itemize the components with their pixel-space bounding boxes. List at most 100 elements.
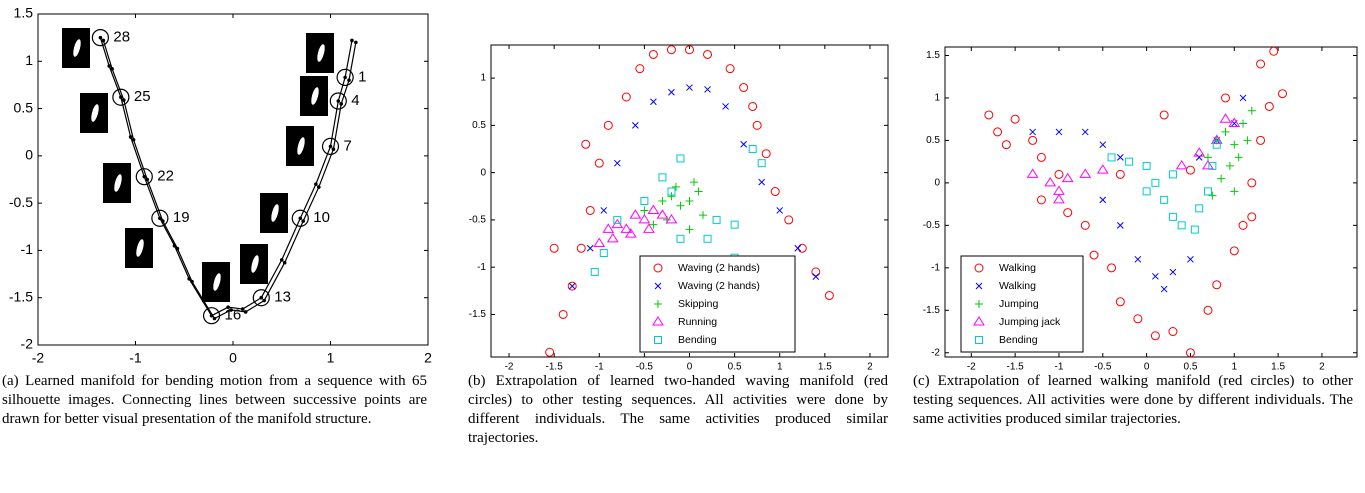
- y-tick-label: 0.5: [14, 99, 34, 115]
- point: [1142, 161, 1151, 170]
- point: [576, 243, 586, 253]
- x-tick-label: 0: [229, 350, 237, 366]
- point: [658, 197, 667, 205]
- point: [1185, 165, 1195, 175]
- point: [794, 244, 802, 252]
- point: [685, 45, 694, 55]
- point: [676, 154, 685, 163]
- point: [145, 177, 149, 182]
- point: [1175, 159, 1188, 170]
- annotation-label: 1: [358, 68, 366, 85]
- point: [301, 219, 306, 223]
- x-tick-label: 0.5: [728, 362, 742, 370]
- point: [690, 178, 699, 187]
- point: [1115, 297, 1125, 307]
- point: [761, 149, 771, 159]
- point: [1219, 113, 1232, 123]
- x-tick-label: 2: [424, 350, 432, 366]
- point: [686, 84, 693, 91]
- point: [740, 140, 747, 148]
- x-tick-label: 1.5: [818, 362, 832, 370]
- y-tick-label: -2: [21, 336, 34, 352]
- point: [1247, 178, 1257, 188]
- point: [1099, 141, 1107, 149]
- legend-label: Jumping: [999, 298, 1039, 310]
- point: [649, 220, 658, 229]
- point: [685, 225, 694, 234]
- point: [1277, 89, 1287, 99]
- legend-marker: [652, 316, 664, 326]
- x-tick-label: -1: [595, 362, 604, 370]
- point: [629, 209, 642, 219]
- point: [602, 223, 615, 233]
- point: [703, 234, 712, 243]
- point: [1061, 172, 1074, 183]
- point: [1080, 220, 1090, 230]
- point: [685, 197, 694, 205]
- point: [1229, 246, 1239, 256]
- point: [694, 187, 703, 196]
- point: [350, 38, 354, 43]
- point: [824, 291, 834, 301]
- point: [1195, 154, 1203, 161]
- annotation-label: 7: [344, 137, 352, 154]
- point: [656, 209, 669, 219]
- point: [725, 64, 735, 74]
- annotation-circle: [202, 307, 221, 325]
- point: [1185, 348, 1195, 358]
- point: [676, 201, 685, 210]
- point: [1256, 59, 1266, 69]
- legend-marker: [973, 316, 985, 326]
- annotation-label: 25: [134, 88, 151, 105]
- point: [1054, 169, 1064, 179]
- point: [1210, 134, 1223, 144]
- annotation-label: 28: [113, 29, 130, 46]
- y-tick-label: 1: [480, 73, 486, 84]
- point: [122, 98, 126, 102]
- legend-marker: [654, 282, 662, 290]
- point: [107, 64, 111, 68]
- point: [1217, 174, 1226, 183]
- point: [1168, 170, 1177, 179]
- legend-label: Waving (2 hands): [678, 280, 760, 292]
- point: [1107, 153, 1116, 162]
- point: [640, 197, 649, 205]
- point: [1053, 193, 1065, 204]
- point: [586, 244, 594, 252]
- annotation-circle: [336, 68, 354, 86]
- y-tick-label: -0.5: [469, 215, 487, 226]
- point: [647, 204, 660, 214]
- point: [347, 78, 351, 82]
- point: [1247, 212, 1257, 222]
- point: [606, 232, 619, 243]
- point: [1239, 94, 1247, 102]
- point: [142, 174, 147, 179]
- point: [1116, 222, 1124, 229]
- y-tick-label: 0.5: [472, 120, 486, 131]
- x-tick-label: -0.5: [1094, 362, 1112, 370]
- point: [1125, 157, 1134, 166]
- point: [1190, 225, 1199, 234]
- point: [770, 187, 780, 197]
- y-tick-label: 0: [25, 147, 33, 163]
- point: [812, 273, 820, 280]
- point: [1079, 168, 1092, 178]
- y-tick-label: 1: [25, 52, 33, 68]
- point: [1142, 187, 1151, 196]
- point: [1256, 135, 1266, 145]
- point: [1221, 127, 1230, 136]
- y-tick-label: -1.5: [923, 305, 941, 316]
- silhouette: [91, 104, 99, 122]
- point: [593, 237, 606, 248]
- point: [666, 45, 676, 55]
- point: [259, 295, 264, 300]
- point: [1160, 285, 1168, 293]
- point: [229, 308, 233, 312]
- point: [1029, 128, 1037, 136]
- x-tick-label: -2: [32, 350, 45, 366]
- point: [1115, 169, 1125, 179]
- point: [212, 316, 217, 321]
- point: [1096, 164, 1109, 174]
- point: [1044, 176, 1057, 187]
- plot-frame: [37, 13, 429, 346]
